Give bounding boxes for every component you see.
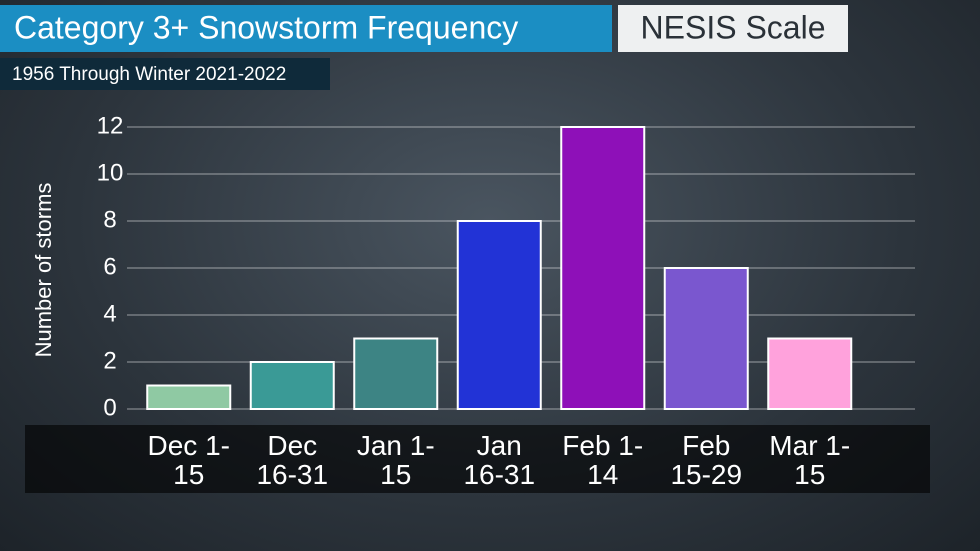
- badge-bg: [618, 5, 848, 52]
- y-tick-label: 2: [103, 347, 116, 374]
- label-strip: [25, 425, 930, 493]
- x-tick-label: Dec 16-31: [256, 430, 329, 490]
- bar: [146, 384, 232, 410]
- bar: [560, 126, 646, 410]
- y-tick-label: 0: [103, 394, 116, 421]
- y-tick-label: 4: [103, 300, 116, 327]
- x-tick-label: Jan 16-31: [463, 430, 536, 490]
- x-tick-label: Feb 15-29: [670, 430, 743, 490]
- y-tick-label: 6: [103, 253, 116, 280]
- x-tick-label: Jan 1-15: [356, 430, 435, 490]
- bar: [249, 361, 335, 410]
- chart-title: Category 3+ Snowstorm Frequency: [14, 9, 518, 45]
- y-axis-label: Number of storms: [31, 183, 56, 358]
- bar: [767, 337, 853, 410]
- x-tick-label: Dec 1-15: [147, 430, 230, 490]
- subtitle-bg: [0, 58, 330, 90]
- y-tick-label: 10: [97, 159, 124, 186]
- bar: [663, 267, 749, 410]
- bar: [456, 220, 542, 410]
- x-tick-label: Mar 1-15: [769, 430, 851, 490]
- y-tick-label: 8: [103, 206, 116, 233]
- y-tick-label: 12: [97, 112, 124, 139]
- x-tick-label: Feb 1-14: [562, 430, 644, 490]
- bar: [353, 337, 439, 410]
- badge: NESIS Scale: [641, 9, 826, 45]
- subtitle: 1956 Through Winter 2021-2022: [12, 64, 286, 85]
- title-bar: [0, 5, 612, 52]
